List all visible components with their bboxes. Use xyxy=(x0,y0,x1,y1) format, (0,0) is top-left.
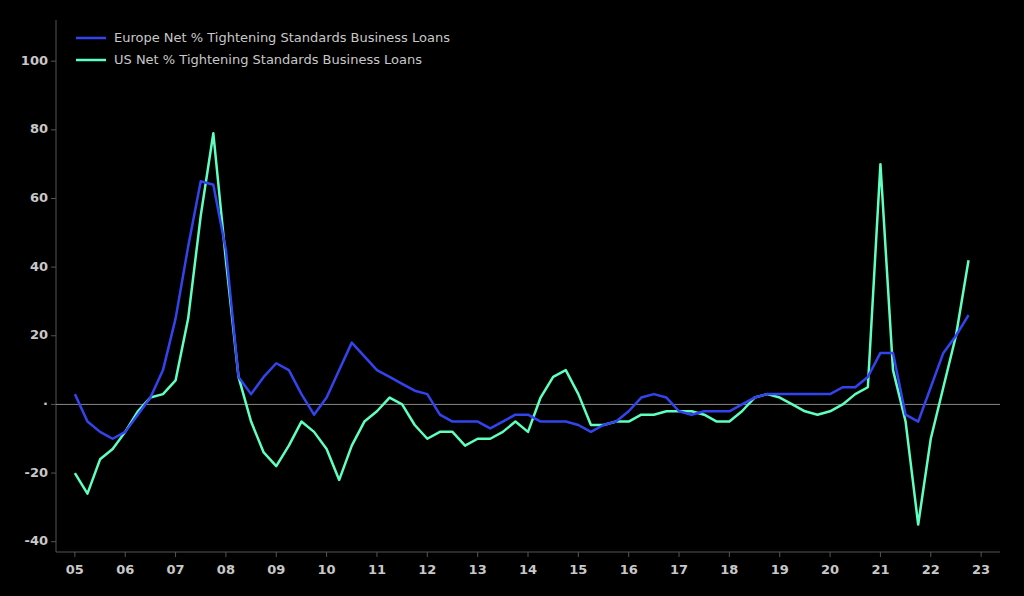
y-tick xyxy=(51,267,56,268)
x-tick xyxy=(729,552,730,557)
x-tick-label: 22 xyxy=(922,562,940,577)
legend: Europe Net % Tightening Standards Busine… xyxy=(76,30,450,67)
zero-line xyxy=(56,404,1000,405)
x-tick xyxy=(830,552,831,557)
y-tick xyxy=(51,198,56,199)
x-tick-label: 13 xyxy=(469,562,487,577)
y-tick xyxy=(51,473,56,474)
y-tick-label: · xyxy=(43,396,48,411)
x-tick xyxy=(175,552,176,557)
x-tick-label: 09 xyxy=(267,562,285,577)
legend-label: US Net % Tightening Standards Business L… xyxy=(114,52,422,67)
y-tick-label: 100 xyxy=(21,53,48,68)
legend-swatch xyxy=(76,59,106,62)
legend-label: Europe Net % Tightening Standards Busine… xyxy=(114,30,450,45)
x-tick-label: 06 xyxy=(116,562,134,577)
chart: -40 -20 · 20 40 60 80 100 05 06 07 08 09 10 11 12 13 14 15… xyxy=(0,0,1024,596)
x-tick xyxy=(679,552,680,557)
y-tick xyxy=(51,541,56,542)
x-tick-label: 10 xyxy=(318,562,336,577)
background xyxy=(0,0,1024,596)
x-tick-label: 16 xyxy=(620,562,638,577)
x-tick xyxy=(376,552,377,557)
x-tick-label: 05 xyxy=(66,562,84,577)
y-axis-line xyxy=(56,20,57,552)
x-tick-label: 07 xyxy=(167,562,185,577)
x-tick xyxy=(276,552,277,557)
y-tick-label: 60 xyxy=(30,190,48,205)
y-tick-label: -20 xyxy=(25,465,49,480)
y-tick xyxy=(51,129,56,130)
x-tick-label: 17 xyxy=(670,562,688,577)
x-tick-label: 15 xyxy=(569,562,587,577)
x-tick xyxy=(578,552,579,557)
y-tick xyxy=(51,404,56,405)
x-tick xyxy=(628,552,629,557)
x-tick-label: 19 xyxy=(771,562,789,577)
y-tick xyxy=(51,335,56,336)
series-line xyxy=(75,133,969,524)
x-tick xyxy=(427,552,428,557)
x-tick xyxy=(477,552,478,557)
x-tick xyxy=(125,552,126,557)
x-tick xyxy=(880,552,881,557)
x-tick xyxy=(779,552,780,557)
x-tick xyxy=(74,552,75,557)
x-tick xyxy=(528,552,529,557)
x-tick-label: 21 xyxy=(871,562,889,577)
x-tick-label: 23 xyxy=(972,562,990,577)
series-line xyxy=(75,181,969,438)
legend-swatch xyxy=(76,37,106,40)
x-tick xyxy=(981,552,982,557)
y-tick-label: 80 xyxy=(30,121,48,136)
x-tick-label: 20 xyxy=(821,562,839,577)
x-tick xyxy=(225,552,226,557)
x-tick-label: 14 xyxy=(519,562,537,577)
x-tick-label: 08 xyxy=(217,562,235,577)
x-tick-label: 12 xyxy=(418,562,436,577)
x-tick xyxy=(930,552,931,557)
x-tick xyxy=(326,552,327,557)
y-tick-label: 20 xyxy=(30,327,48,342)
x-tick-label: 18 xyxy=(720,562,738,577)
x-tick-label: 11 xyxy=(368,562,386,577)
y-tick xyxy=(51,61,56,62)
y-tick-label: 40 xyxy=(30,259,48,274)
lines xyxy=(75,133,969,524)
y-tick-label: -40 xyxy=(25,533,49,548)
